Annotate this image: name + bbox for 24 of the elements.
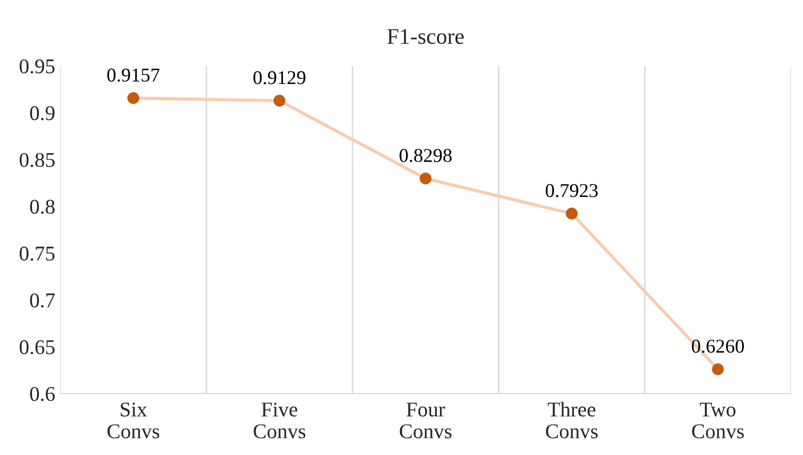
- y-tick-label: 0.85: [20, 152, 55, 168]
- x-tick-label: Two Convs: [692, 402, 744, 438]
- y-tick-label: 0.75: [20, 246, 55, 261]
- y-tick-label: 0.65: [20, 340, 55, 354]
- x-tick-label: Five Convs: [254, 402, 306, 438]
- data-label: 0.6260: [692, 340, 744, 353]
- data-label: 0.7923: [546, 184, 598, 198]
- y-tick-label: 0.6: [30, 386, 55, 402]
- x-tick-label: Four Convs: [400, 402, 452, 438]
- point: [127, 92, 140, 104]
- y-tick-label: 0.8: [30, 200, 55, 214]
- point: [420, 172, 432, 184]
- x-tick-label: Three Convs: [546, 402, 598, 438]
- data-label: 0.9129: [253, 71, 306, 84]
- y-tick-label: 0.7: [30, 293, 55, 308]
- data-label: 0.9157: [107, 68, 160, 82]
- point: [566, 208, 578, 220]
- y-tick-label: 0.95: [20, 59, 55, 74]
- chart-title: F1-score: [387, 29, 464, 44]
- data-label: 0.8298: [400, 148, 452, 162]
- y-tick-label: 0.9: [30, 106, 55, 120]
- point: [274, 94, 286, 107]
- x-tick-label: Six Convs: [108, 402, 160, 438]
- point: [712, 363, 724, 376]
